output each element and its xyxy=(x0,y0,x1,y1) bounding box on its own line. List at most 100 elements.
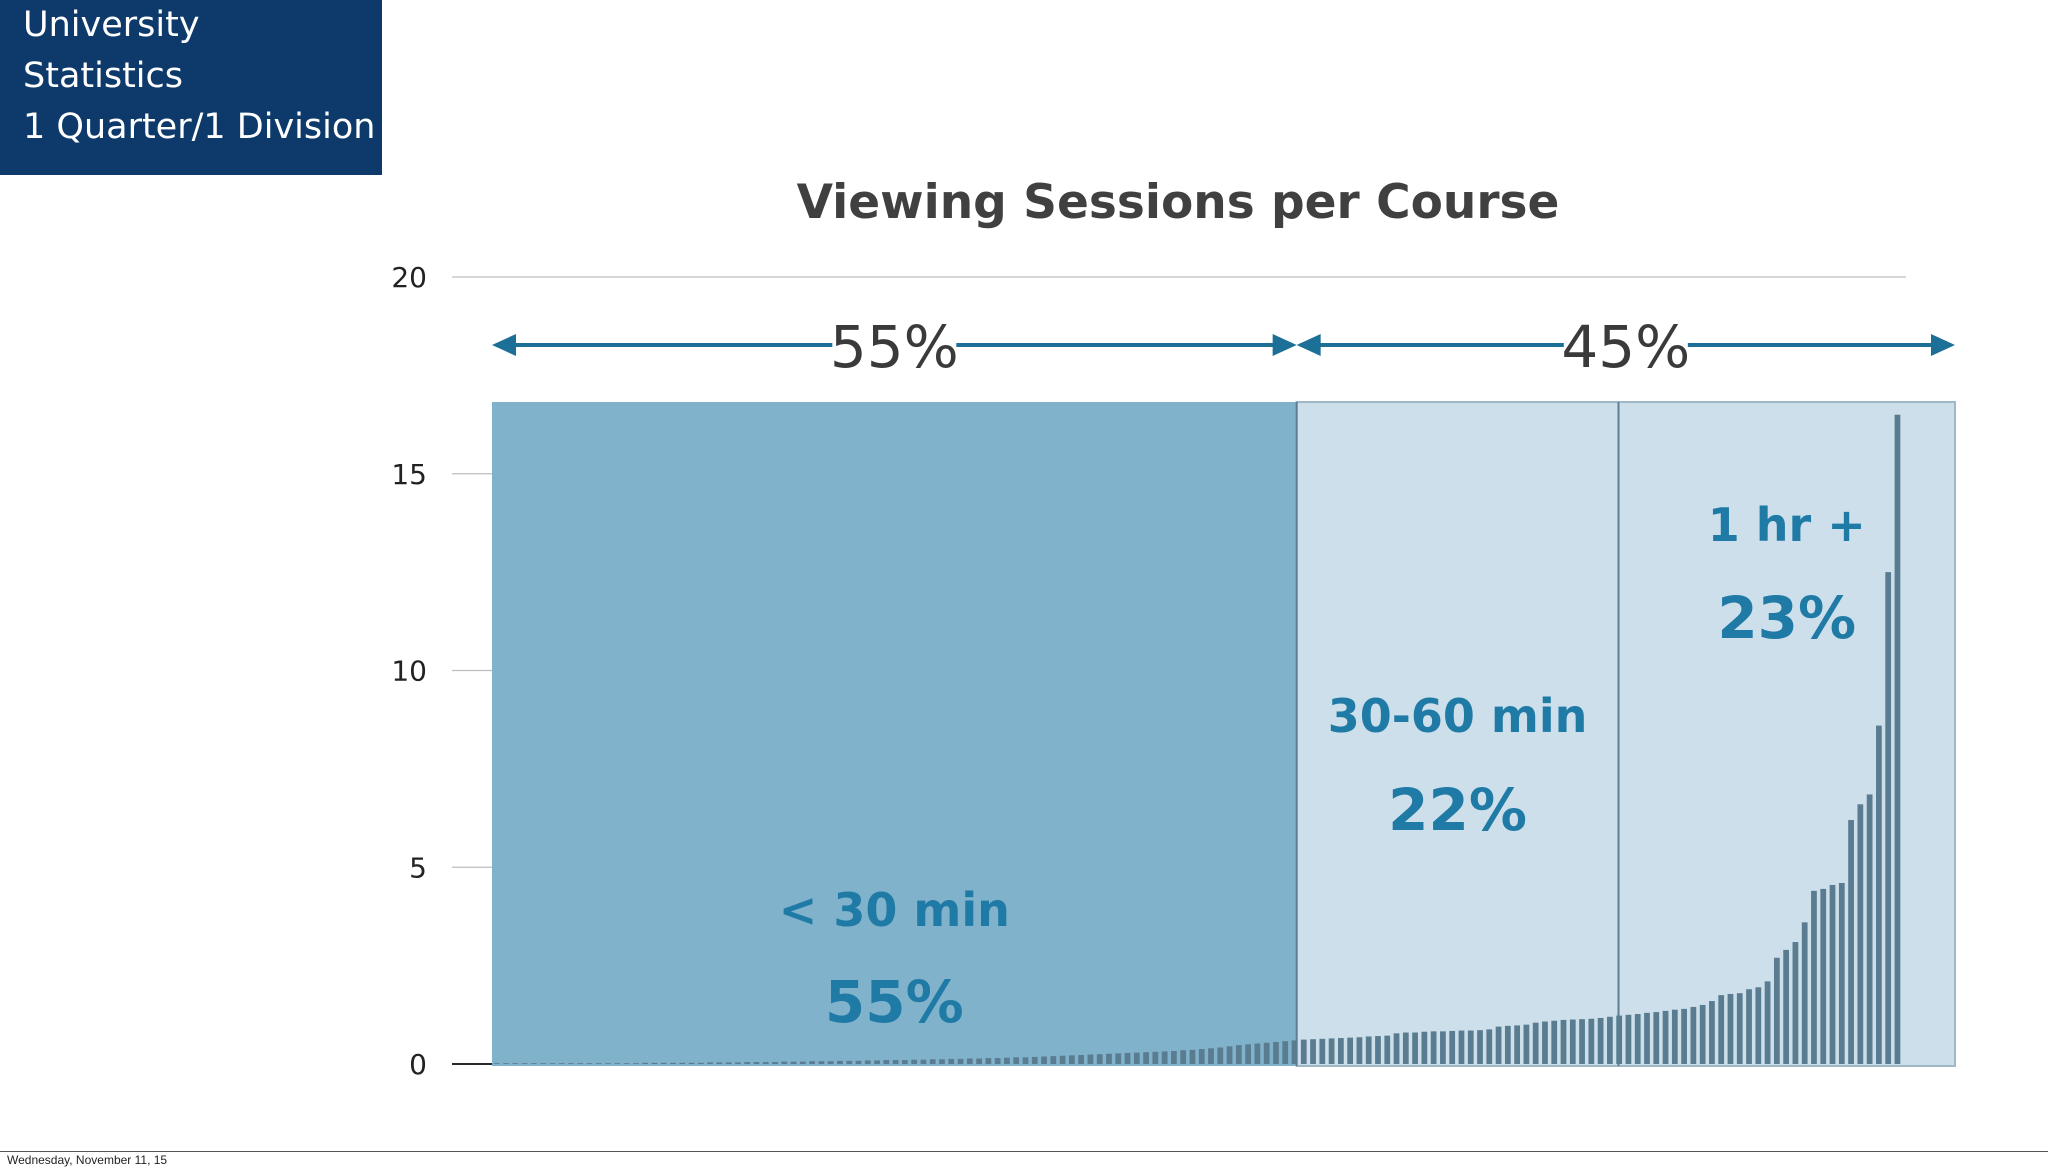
bar xyxy=(530,1063,537,1064)
bar xyxy=(1616,1015,1623,1064)
bar xyxy=(1106,1053,1112,1064)
bar xyxy=(762,1062,769,1064)
region-labels: < 30 min 55% 30-60 min 22% 1 hr + 23% xyxy=(779,498,1866,1036)
bar xyxy=(1514,1025,1521,1064)
group-percent-label: 45% xyxy=(1561,313,1690,381)
bar xyxy=(1171,1051,1177,1064)
bar xyxy=(1291,1040,1298,1064)
bar xyxy=(1393,1033,1400,1064)
arrow-head-left xyxy=(492,334,516,356)
bar xyxy=(799,1061,806,1064)
bar xyxy=(1402,1032,1409,1064)
bar xyxy=(1829,884,1836,1064)
bar xyxy=(1384,1035,1391,1064)
bar xyxy=(1022,1057,1029,1064)
region-1 xyxy=(492,402,1297,1066)
bar xyxy=(735,1062,741,1064)
bar xyxy=(540,1063,546,1064)
bar xyxy=(1662,1010,1669,1064)
bar xyxy=(1245,1044,1251,1064)
bar xyxy=(1495,1026,1502,1064)
bar xyxy=(1644,1012,1650,1064)
bar xyxy=(744,1062,751,1064)
bar xyxy=(707,1062,713,1064)
bar xyxy=(874,1060,880,1064)
bar xyxy=(1347,1037,1354,1064)
bar xyxy=(1273,1041,1279,1064)
bar xyxy=(1031,1056,1038,1064)
bar xyxy=(1152,1051,1159,1064)
bar xyxy=(1189,1049,1196,1064)
bar xyxy=(1458,1030,1465,1064)
bar xyxy=(948,1058,955,1064)
bar xyxy=(1263,1042,1270,1064)
bar xyxy=(1894,414,1901,1065)
bar xyxy=(1282,1041,1289,1064)
bar xyxy=(1792,942,1799,1064)
bar xyxy=(1783,949,1790,1064)
bar xyxy=(1143,1052,1149,1064)
bar xyxy=(725,1062,732,1064)
bar xyxy=(1180,1050,1187,1064)
bar xyxy=(1607,1016,1613,1064)
bar xyxy=(1198,1049,1205,1064)
bar xyxy=(1078,1054,1085,1064)
bar xyxy=(1161,1051,1168,1064)
bar xyxy=(864,1060,871,1064)
bar xyxy=(1755,987,1762,1064)
bar xyxy=(809,1061,816,1064)
bar xyxy=(1068,1055,1075,1064)
bar xyxy=(586,1063,593,1064)
bar xyxy=(697,1062,704,1064)
bar xyxy=(651,1062,658,1064)
bar xyxy=(1551,1020,1558,1064)
arrow-head-right xyxy=(1272,334,1297,356)
bar xyxy=(558,1063,565,1064)
bar xyxy=(939,1059,945,1064)
bar xyxy=(892,1060,899,1064)
bar xyxy=(846,1060,853,1064)
bar xyxy=(1681,1008,1687,1064)
bar xyxy=(1412,1032,1418,1064)
bar xyxy=(855,1060,862,1064)
footer-date: Wednesday, November 11, 15 xyxy=(7,1153,168,1167)
bar xyxy=(1579,1019,1585,1064)
header-line-3: 1 Quarter/1 Division xyxy=(23,107,376,147)
bar xyxy=(1050,1056,1057,1064)
bar xyxy=(1449,1030,1456,1064)
bar xyxy=(1634,1014,1641,1064)
bar xyxy=(633,1063,639,1064)
bar xyxy=(1338,1038,1344,1064)
bar xyxy=(679,1062,686,1064)
region-label: < 30 min xyxy=(779,883,1010,937)
bar xyxy=(503,1063,509,1064)
bar xyxy=(1625,1014,1632,1064)
bar xyxy=(1467,1030,1474,1064)
bars xyxy=(493,414,1901,1065)
y-axis-ticks: 0 5 10 15 20 xyxy=(391,261,427,1081)
bar xyxy=(1746,989,1752,1064)
bar xyxy=(623,1063,630,1064)
bar xyxy=(1690,1006,1697,1064)
bar xyxy=(1718,995,1725,1064)
bar xyxy=(1764,981,1771,1064)
bar xyxy=(1876,725,1882,1064)
bar xyxy=(521,1063,528,1064)
arrow-head-right xyxy=(1931,334,1955,356)
bar xyxy=(1736,993,1743,1064)
bar xyxy=(929,1059,936,1064)
chart-title: Viewing Sessions per Course xyxy=(797,175,1560,230)
bar xyxy=(1235,1045,1242,1064)
region-2 xyxy=(1295,401,1620,1067)
bar xyxy=(1096,1054,1103,1064)
bar xyxy=(994,1058,1001,1064)
region-percent: 55% xyxy=(825,968,964,1036)
bar xyxy=(837,1060,843,1064)
region-label: 1 hr + xyxy=(1708,498,1866,552)
bar xyxy=(1504,1025,1511,1064)
bar xyxy=(1440,1031,1446,1064)
bar xyxy=(1773,957,1780,1064)
bar xyxy=(1885,572,1892,1064)
region-label: 30-60 min xyxy=(1328,689,1588,743)
